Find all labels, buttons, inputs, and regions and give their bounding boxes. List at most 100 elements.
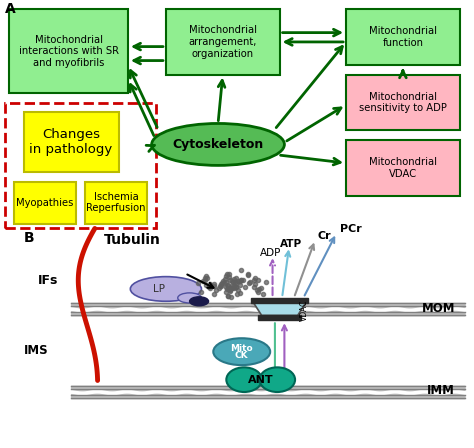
FancyBboxPatch shape bbox=[24, 112, 119, 172]
Circle shape bbox=[190, 297, 209, 306]
Text: MOM: MOM bbox=[421, 302, 455, 314]
Point bbox=[217, 280, 225, 287]
Point bbox=[244, 271, 252, 279]
Point bbox=[224, 292, 232, 299]
Point bbox=[235, 287, 242, 294]
Point bbox=[237, 267, 245, 274]
Point bbox=[215, 284, 223, 291]
Text: ATP: ATP bbox=[281, 239, 302, 249]
Point bbox=[251, 284, 258, 291]
Point bbox=[223, 270, 231, 277]
Point bbox=[224, 293, 231, 300]
Ellipse shape bbox=[152, 124, 284, 165]
Point bbox=[201, 276, 209, 283]
Point bbox=[203, 274, 211, 281]
Text: IMM: IMM bbox=[427, 384, 455, 397]
Point bbox=[219, 280, 226, 287]
Text: Mitochondrial
VDAC: Mitochondrial VDAC bbox=[369, 157, 437, 179]
FancyBboxPatch shape bbox=[166, 9, 280, 74]
Text: Mitochondrial
sensitivity to ADP: Mitochondrial sensitivity to ADP bbox=[359, 92, 447, 113]
Point bbox=[210, 281, 218, 288]
Text: PCr: PCr bbox=[340, 224, 362, 234]
Point bbox=[263, 279, 270, 286]
Text: Ischemia
Reperfusion: Ischemia Reperfusion bbox=[86, 192, 146, 214]
Point bbox=[229, 278, 237, 285]
FancyBboxPatch shape bbox=[251, 298, 308, 303]
Text: CK: CK bbox=[235, 350, 248, 360]
Point bbox=[234, 278, 242, 285]
Point bbox=[234, 291, 241, 298]
Text: ANT: ANT bbox=[248, 375, 273, 385]
Point bbox=[230, 282, 237, 289]
Text: A: A bbox=[5, 2, 16, 16]
Point bbox=[225, 281, 232, 289]
Text: LP: LP bbox=[153, 284, 165, 294]
FancyBboxPatch shape bbox=[346, 74, 460, 130]
FancyBboxPatch shape bbox=[258, 315, 301, 320]
Point bbox=[230, 276, 238, 283]
Circle shape bbox=[213, 338, 270, 365]
FancyBboxPatch shape bbox=[14, 182, 76, 224]
Point bbox=[200, 278, 207, 285]
Point bbox=[246, 279, 254, 286]
Point bbox=[197, 289, 205, 296]
Point bbox=[223, 279, 230, 286]
Point bbox=[254, 286, 261, 293]
Point bbox=[230, 284, 237, 291]
Point bbox=[233, 283, 240, 290]
Point bbox=[227, 293, 235, 300]
Point bbox=[225, 285, 232, 292]
Text: Myopathies: Myopathies bbox=[16, 198, 74, 208]
Text: Mito: Mito bbox=[230, 344, 253, 353]
Point bbox=[217, 283, 225, 290]
Point bbox=[251, 274, 259, 281]
FancyBboxPatch shape bbox=[9, 9, 128, 93]
Point bbox=[225, 270, 233, 277]
Ellipse shape bbox=[130, 276, 201, 301]
Point bbox=[205, 284, 213, 291]
Point bbox=[202, 273, 210, 280]
Point bbox=[194, 280, 201, 287]
Point bbox=[207, 284, 214, 292]
Point bbox=[251, 281, 259, 288]
Text: Changes
in pathology: Changes in pathology bbox=[29, 128, 113, 156]
Point bbox=[237, 277, 245, 284]
Point bbox=[241, 283, 249, 290]
Point bbox=[222, 284, 230, 291]
Point bbox=[202, 281, 210, 289]
Text: Mitochondrial
interactions with SR
and myofibrils: Mitochondrial interactions with SR and m… bbox=[19, 34, 118, 68]
Point bbox=[257, 285, 265, 292]
FancyBboxPatch shape bbox=[346, 140, 460, 196]
Point bbox=[226, 277, 234, 284]
FancyBboxPatch shape bbox=[85, 182, 147, 224]
Point bbox=[219, 277, 227, 284]
Polygon shape bbox=[254, 303, 306, 315]
Point bbox=[227, 288, 234, 295]
Ellipse shape bbox=[260, 367, 295, 392]
Text: Mitochondrial
arrangement,
organization: Mitochondrial arrangement, organization bbox=[189, 26, 257, 59]
Point bbox=[240, 276, 247, 283]
Point bbox=[207, 280, 214, 288]
Point bbox=[237, 277, 244, 284]
Point bbox=[223, 285, 230, 293]
Point bbox=[206, 281, 214, 289]
Text: B: B bbox=[24, 231, 34, 245]
Point bbox=[212, 286, 220, 293]
FancyBboxPatch shape bbox=[346, 9, 460, 65]
Point bbox=[228, 283, 236, 290]
Point bbox=[237, 277, 245, 284]
Point bbox=[201, 275, 209, 282]
Point bbox=[259, 290, 267, 297]
Point bbox=[227, 284, 235, 291]
Point bbox=[226, 286, 233, 293]
Point bbox=[233, 275, 240, 282]
Point bbox=[245, 279, 252, 286]
Point bbox=[236, 281, 244, 288]
Point bbox=[250, 276, 258, 284]
Point bbox=[245, 270, 252, 277]
Point bbox=[232, 280, 240, 287]
FancyBboxPatch shape bbox=[5, 103, 156, 228]
Point bbox=[226, 273, 233, 280]
Point bbox=[224, 283, 231, 290]
Point bbox=[255, 285, 263, 292]
